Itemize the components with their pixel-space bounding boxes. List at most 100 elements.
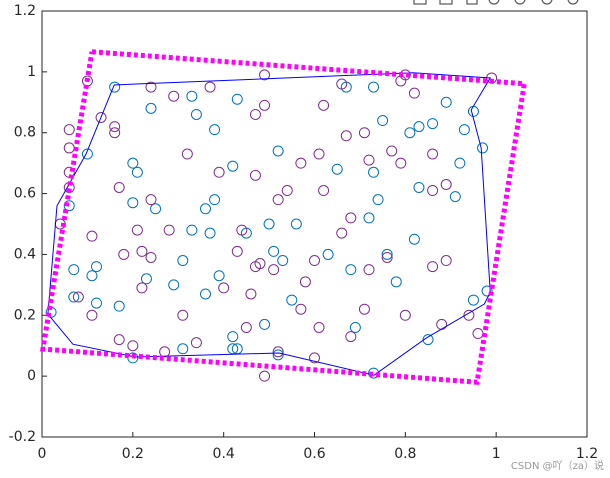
scatter-point — [377, 115, 389, 127]
scatter-point — [363, 154, 375, 166]
toolbar-icon[interactable] — [567, 0, 579, 5]
scatter-point — [140, 273, 152, 285]
scatter-point — [427, 185, 439, 197]
y-tick-label: 0.6 — [14, 186, 36, 202]
scatter-point — [86, 309, 98, 321]
toolbar-icon[interactable] — [541, 0, 553, 5]
scatter-point — [408, 87, 420, 99]
scatter-point — [281, 185, 293, 197]
scatter-point — [209, 124, 221, 136]
scatter-point — [200, 203, 211, 215]
scatter-point — [467, 294, 479, 306]
scatter-point — [145, 81, 157, 93]
scatter-point — [268, 264, 280, 276]
toolbar-icon[interactable] — [439, 0, 453, 5]
scatter-point — [345, 331, 357, 343]
scatter-point — [399, 309, 411, 321]
scatter-point — [272, 346, 284, 358]
scatter-point — [131, 166, 143, 178]
scatter-point — [163, 224, 175, 236]
scatter-point — [159, 346, 171, 358]
y-tick-label: 0.4 — [14, 246, 36, 262]
scatter-point — [458, 124, 470, 136]
scatter-point — [318, 99, 330, 111]
scatter-point — [358, 303, 370, 315]
scatter-point — [86, 270, 98, 282]
scatter-point — [345, 264, 357, 276]
x-tick-label: 1 — [492, 446, 501, 462]
scatter-point — [227, 160, 239, 172]
scatter-point — [145, 251, 157, 263]
scatter-point — [109, 121, 121, 133]
scatter-point — [113, 300, 125, 312]
scatter-point — [190, 108, 202, 120]
scatter-point — [91, 297, 102, 309]
scatter-point — [286, 294, 298, 306]
y-tick-label: 0.2 — [14, 307, 36, 323]
scatter-point — [272, 349, 284, 361]
scatter-point — [440, 178, 452, 190]
scatter-point — [249, 261, 261, 273]
scatter-point — [349, 321, 361, 333]
scatter-point — [131, 224, 143, 236]
line — [39, 49, 528, 385]
scatter-point — [218, 282, 230, 294]
scatter-point — [181, 148, 193, 160]
toolbar-icon[interactable] — [413, 0, 427, 5]
x-tick-label: 0.4 — [213, 446, 235, 462]
scatter-point — [263, 218, 275, 230]
toolbar — [413, 0, 579, 5]
scatter-point — [363, 212, 375, 224]
scatter-point — [177, 255, 189, 267]
scatter-point — [177, 343, 189, 355]
scatter-point — [295, 303, 307, 315]
scatter-point — [113, 334, 125, 346]
x-tick-label: 0.8 — [394, 446, 416, 462]
scatter-point — [204, 81, 216, 93]
scatter-point — [386, 145, 398, 157]
scatter-point — [309, 255, 320, 267]
x-tick-label: 0.6 — [303, 446, 325, 462]
scatter-point — [231, 93, 243, 105]
scatter-point — [68, 264, 80, 276]
x-tick-label: 0 — [38, 446, 47, 462]
y-tick-label: 0.8 — [14, 125, 36, 141]
scatter-point — [449, 191, 461, 203]
scatter-point — [408, 233, 420, 245]
y-tick-label: 1 — [27, 64, 36, 80]
toolbar-icon[interactable] — [466, 0, 478, 5]
scatter-point — [136, 245, 148, 257]
scatter-point — [336, 78, 348, 90]
scatter-point — [381, 251, 393, 263]
scatter-point — [150, 203, 162, 215]
y-tick-label: 0 — [27, 368, 36, 384]
scatter-point — [109, 127, 121, 139]
scatter-point — [368, 166, 380, 178]
scatter-point — [127, 340, 139, 352]
scatter-point — [427, 148, 439, 160]
plot-area — [41, 10, 588, 438]
scatter-point — [109, 81, 121, 93]
scatter-point — [427, 261, 439, 273]
x-tick-label: 1.2 — [576, 446, 598, 462]
scatter-point — [277, 255, 289, 267]
scatter-point — [363, 264, 375, 276]
scatter-point — [463, 309, 475, 321]
scatter-point — [259, 370, 271, 382]
toolbar-icon[interactable] — [488, 0, 500, 5]
scatter-point — [368, 81, 380, 93]
scatter-point — [395, 157, 407, 169]
scatter-point — [186, 224, 198, 236]
line — [47, 72, 492, 376]
scatter-point — [299, 276, 311, 288]
scatter-point — [227, 331, 239, 343]
scatter-point — [481, 285, 493, 297]
scatter-point — [145, 102, 157, 114]
toolbar-icon[interactable] — [514, 0, 526, 5]
scatter-point — [136, 282, 148, 294]
scatter-point — [454, 157, 466, 169]
scatter-point — [204, 227, 216, 239]
scatter-point — [63, 124, 75, 136]
scatter-point — [427, 118, 439, 130]
